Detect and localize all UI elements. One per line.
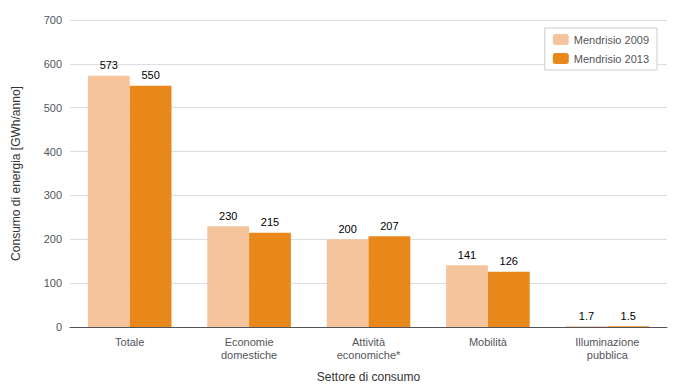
svg-text:141: 141 bbox=[458, 249, 476, 261]
svg-text:500: 500 bbox=[44, 102, 62, 114]
svg-text:550: 550 bbox=[141, 69, 159, 81]
svg-text:400: 400 bbox=[44, 146, 62, 158]
svg-text:207: 207 bbox=[380, 220, 398, 232]
svg-text:573: 573 bbox=[100, 59, 118, 71]
svg-text:Mendrisio 2009: Mendrisio 2009 bbox=[574, 34, 649, 46]
svg-text:1.7: 1.7 bbox=[579, 310, 594, 322]
svg-text:Settore di consumo: Settore di consumo bbox=[317, 370, 421, 384]
svg-text:Economie: Economie bbox=[225, 336, 274, 348]
svg-text:economiche*: economiche* bbox=[337, 349, 401, 361]
svg-text:Attività: Attività bbox=[352, 336, 386, 348]
svg-text:pubblica: pubblica bbox=[587, 349, 629, 361]
svg-text:215: 215 bbox=[261, 216, 279, 228]
svg-text:Illuminazione: Illuminazione bbox=[575, 336, 639, 348]
svg-text:200: 200 bbox=[44, 233, 62, 245]
svg-text:0: 0 bbox=[56, 321, 62, 333]
svg-text:126: 126 bbox=[500, 255, 518, 267]
svg-text:Mendrisio 2013: Mendrisio 2013 bbox=[574, 53, 649, 65]
svg-text:domestiche: domestiche bbox=[221, 349, 277, 361]
svg-text:Totale: Totale bbox=[115, 336, 144, 348]
svg-text:200: 200 bbox=[338, 223, 356, 235]
svg-text:600: 600 bbox=[44, 58, 62, 70]
svg-text:Mobilità: Mobilità bbox=[469, 336, 508, 348]
svg-text:300: 300 bbox=[44, 189, 62, 201]
svg-text:230: 230 bbox=[219, 210, 237, 222]
svg-text:1.5: 1.5 bbox=[621, 310, 636, 322]
svg-text:100: 100 bbox=[44, 277, 62, 289]
svg-text:700: 700 bbox=[44, 14, 62, 26]
svg-text:Consumo di energia [GWh/anno]: Consumo di energia [GWh/anno] bbox=[9, 86, 23, 261]
